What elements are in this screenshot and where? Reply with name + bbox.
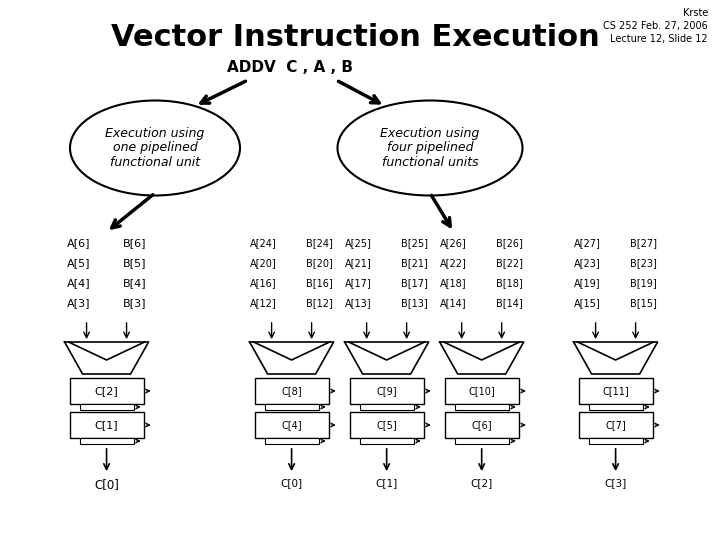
Text: B[5]: B[5] — [123, 258, 146, 268]
Text: C[9]: C[9] — [377, 386, 397, 396]
Text: B[27]: B[27] — [630, 238, 657, 248]
Bar — [360, 404, 414, 410]
Text: B[3]: B[3] — [123, 298, 146, 308]
Text: C[1]: C[1] — [376, 478, 397, 488]
Text: C[1]: C[1] — [95, 420, 118, 430]
Text: B[4]: B[4] — [122, 278, 146, 288]
Text: B[19]: B[19] — [630, 278, 657, 288]
Text: B[22]: B[22] — [496, 258, 523, 268]
Bar — [589, 438, 643, 444]
Bar — [350, 412, 423, 438]
Text: C[7]: C[7] — [606, 420, 626, 430]
Text: Execution using
four pipelined
functional units: Execution using four pipelined functiona… — [380, 126, 480, 170]
Text: C[2]: C[2] — [471, 478, 492, 488]
Text: B[14]: B[14] — [496, 298, 523, 308]
Text: B[24]: B[24] — [306, 238, 333, 248]
Text: B[17]: B[17] — [401, 278, 428, 288]
Text: B[16]: B[16] — [306, 278, 333, 288]
Text: Vector Instruction Execution: Vector Instruction Execution — [111, 24, 599, 52]
Text: A[13]: A[13] — [346, 298, 372, 308]
Text: C[6]: C[6] — [472, 420, 492, 430]
Text: A[3]: A[3] — [67, 298, 90, 308]
Bar — [579, 378, 652, 404]
Text: A[6]: A[6] — [67, 238, 90, 248]
Text: B[13]: B[13] — [401, 298, 428, 308]
Bar — [79, 438, 134, 444]
Bar — [70, 378, 143, 404]
Text: C[11]: C[11] — [602, 386, 629, 396]
Bar — [255, 412, 328, 438]
Text: B[23]: B[23] — [630, 258, 657, 268]
Text: A[5]: A[5] — [67, 258, 90, 268]
Bar — [445, 378, 518, 404]
Bar — [255, 378, 328, 404]
Text: A[17]: A[17] — [346, 278, 372, 288]
Bar — [265, 404, 319, 410]
Bar — [579, 412, 652, 438]
Bar — [79, 404, 134, 410]
Text: Execution using
one pipelined
functional unit: Execution using one pipelined functional… — [105, 126, 204, 170]
Text: B[6]: B[6] — [123, 238, 146, 248]
Text: A[25]: A[25] — [345, 238, 372, 248]
Text: A[21]: A[21] — [346, 258, 372, 268]
Text: A[27]: A[27] — [574, 238, 601, 248]
Text: A[18]: A[18] — [441, 278, 467, 288]
Text: C[2]: C[2] — [95, 386, 118, 396]
Text: A[4]: A[4] — [67, 278, 91, 288]
Text: C[0]: C[0] — [94, 478, 119, 491]
Text: B[21]: B[21] — [401, 258, 428, 268]
Text: A[19]: A[19] — [575, 278, 601, 288]
Text: A[15]: A[15] — [575, 298, 601, 308]
Text: B[15]: B[15] — [630, 298, 657, 308]
Bar — [445, 412, 518, 438]
Text: A[26]: A[26] — [441, 238, 467, 248]
Text: C[5]: C[5] — [377, 420, 397, 430]
Text: A[12]: A[12] — [251, 298, 277, 308]
Text: C[0]: C[0] — [281, 478, 302, 488]
Text: B[26]: B[26] — [496, 238, 523, 248]
Text: A[22]: A[22] — [440, 258, 467, 268]
Bar — [70, 412, 143, 438]
Text: ADDV  C , A , B: ADDV C , A , B — [227, 60, 353, 76]
Text: A[20]: A[20] — [251, 258, 277, 268]
Bar — [350, 378, 423, 404]
Bar — [589, 404, 643, 410]
Text: C[4]: C[4] — [282, 420, 302, 430]
Text: A[16]: A[16] — [251, 278, 277, 288]
Text: B[12]: B[12] — [306, 298, 333, 308]
Text: B[20]: B[20] — [306, 258, 333, 268]
Text: A[23]: A[23] — [575, 258, 601, 268]
Bar — [455, 404, 508, 410]
Bar — [265, 438, 319, 444]
Text: B[25]: B[25] — [401, 238, 428, 248]
Text: C[3]: C[3] — [605, 478, 626, 488]
Text: Krste
CS 252 Feb. 27, 2006
Lecture 12, Slide 12: Krste CS 252 Feb. 27, 2006 Lecture 12, S… — [603, 8, 708, 44]
Bar — [360, 438, 414, 444]
Text: A[14]: A[14] — [441, 298, 467, 308]
Text: B[18]: B[18] — [496, 278, 523, 288]
Text: C[8]: C[8] — [282, 386, 302, 396]
Text: A[24]: A[24] — [251, 238, 277, 248]
Bar — [455, 438, 508, 444]
Text: C[10]: C[10] — [468, 386, 495, 396]
